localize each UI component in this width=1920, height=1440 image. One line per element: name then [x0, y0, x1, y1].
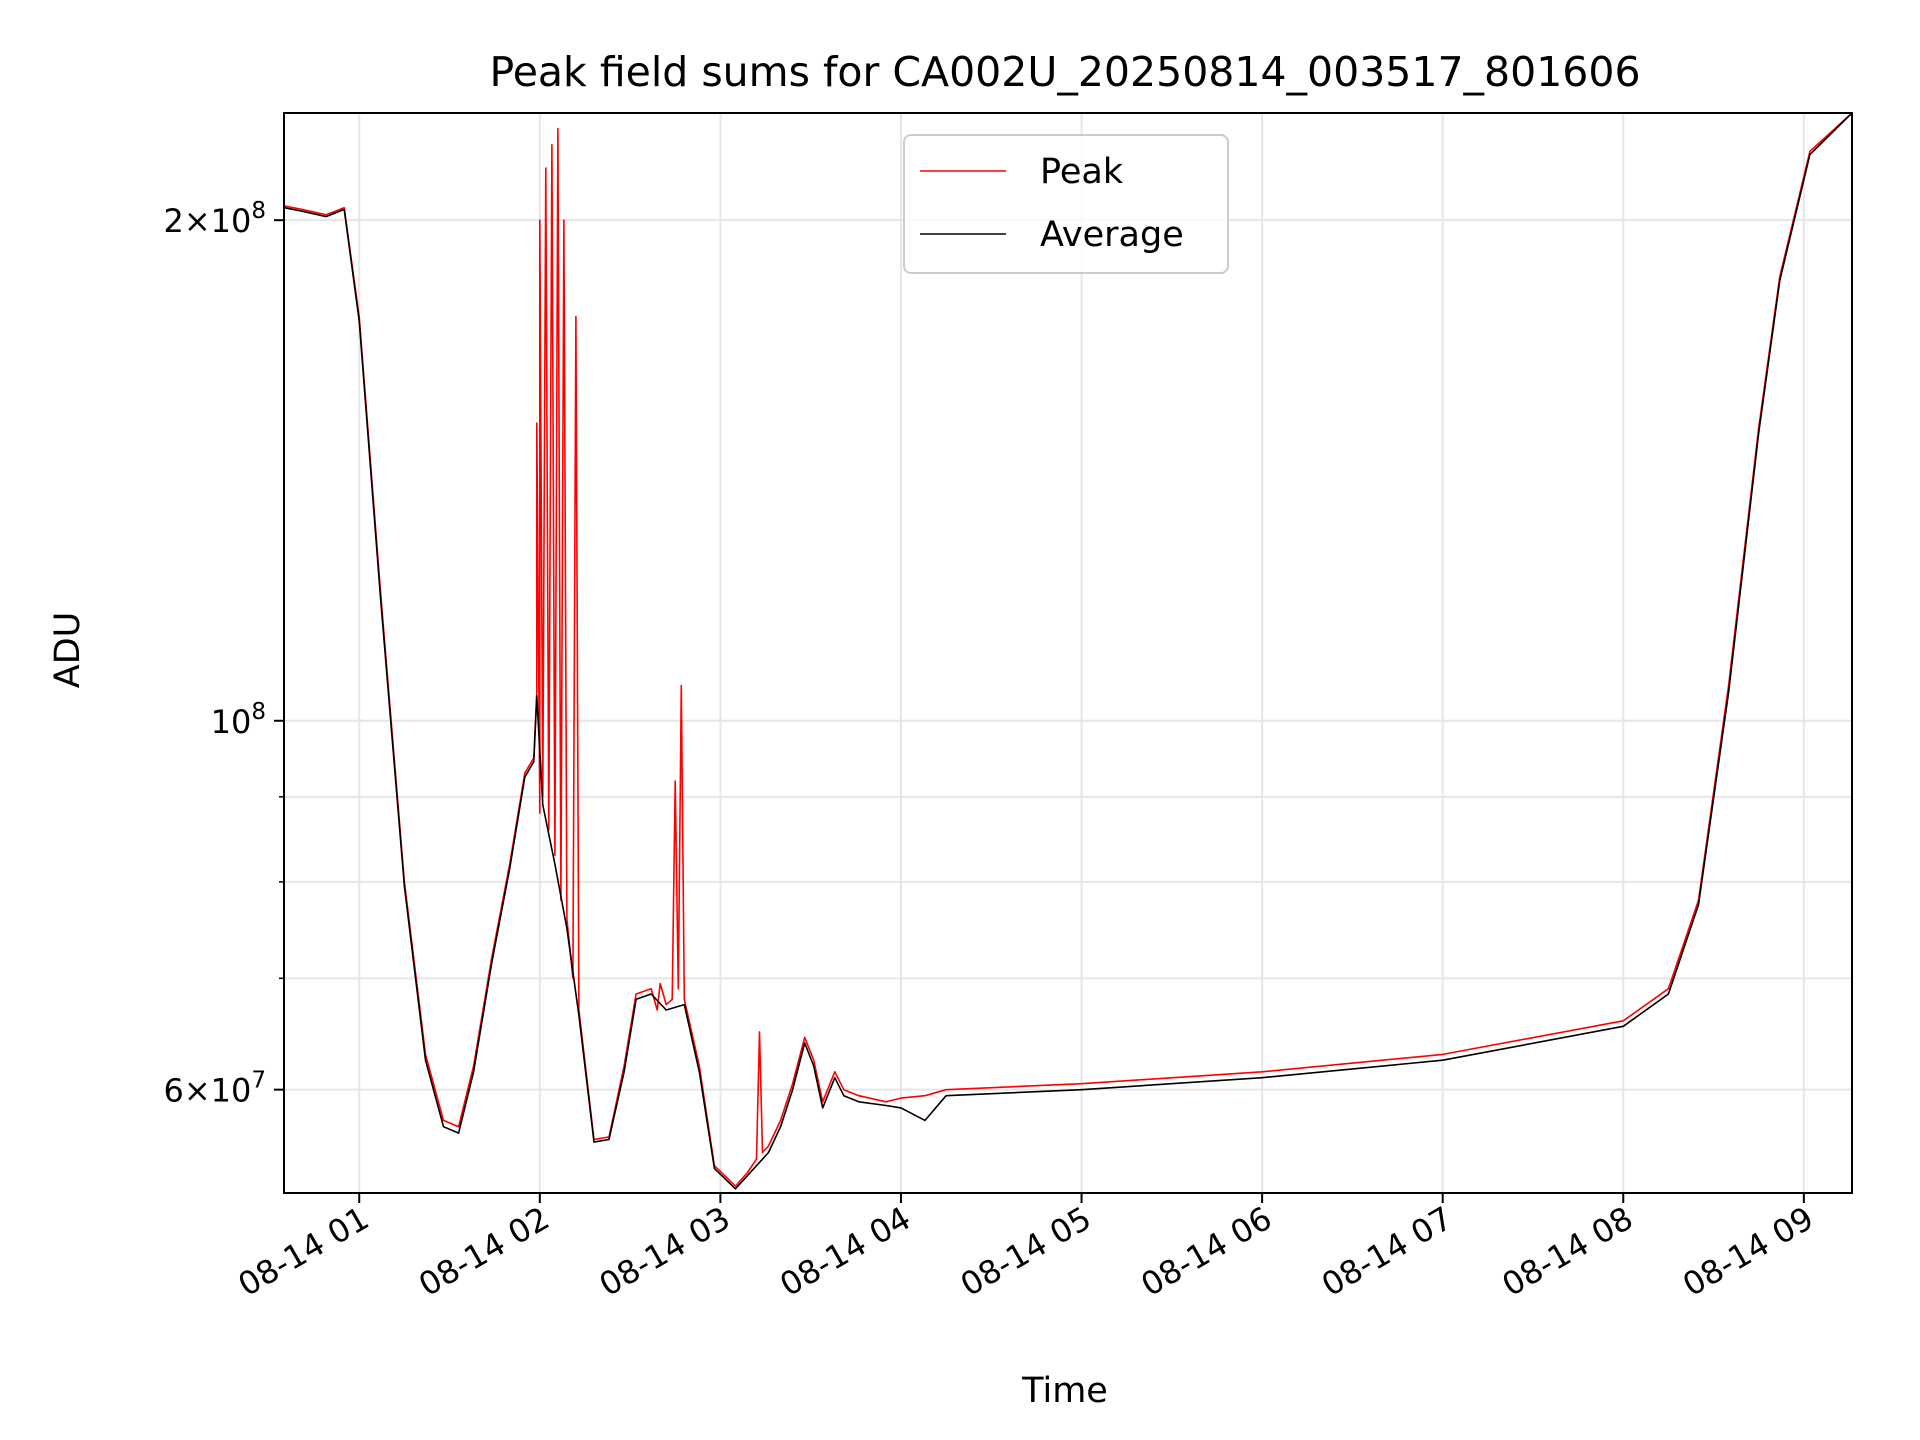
series-line-average	[284, 113, 1852, 1190]
legend-label-average: Average	[1040, 215, 1184, 255]
legend-box	[903, 134, 1229, 274]
legend-label-peak: Peak	[1040, 152, 1124, 192]
y-tick-label-0: 6×107	[163, 1068, 266, 1110]
legend: Peak Average	[903, 134, 1229, 274]
axes-frame	[283, 112, 1853, 1194]
plot-area	[284, 113, 1852, 1190]
y-tick-label-2: 2×108	[163, 198, 266, 240]
y-tick-label-1: 108	[211, 699, 266, 741]
y-axis-label: ADU	[48, 612, 88, 689]
chart-title: Peak field sums for CA002U_20250814_0035…	[489, 48, 1640, 96]
x-axis-label: Time	[1021, 1371, 1108, 1411]
